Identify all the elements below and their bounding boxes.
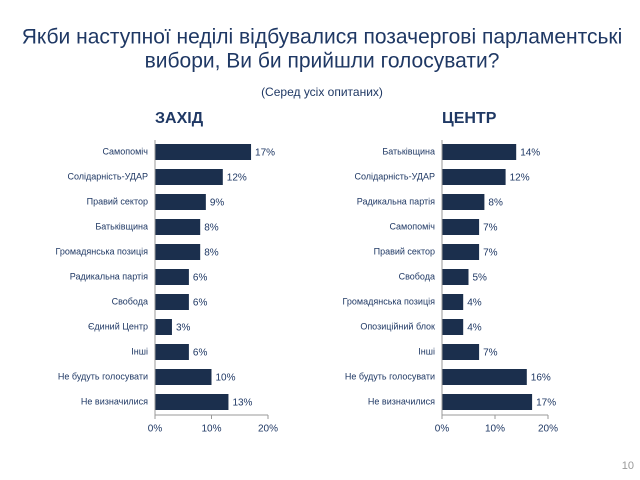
category-label: Не будуть голосувати [58, 371, 148, 381]
x-tick-label: 20% [258, 424, 278, 435]
category-label: Громадянська позиція [343, 296, 436, 306]
category-label: Опозиційний блок [360, 321, 435, 331]
bar [442, 144, 517, 160]
bar [155, 269, 189, 285]
value-label: 10% [216, 373, 236, 384]
bar [155, 294, 189, 310]
bar [442, 194, 485, 210]
category-label: Інші [418, 346, 435, 356]
value-label: 7% [483, 223, 498, 234]
category-label: Свобода [399, 271, 435, 281]
value-label: 4% [467, 298, 482, 309]
value-label: 6% [193, 298, 208, 309]
category-label: Єдиний Центр [88, 321, 148, 331]
x-tick-label: 0% [148, 424, 163, 435]
value-label: 8% [488, 198, 503, 209]
category-label: Не визначилися [81, 396, 148, 406]
value-label: 7% [483, 248, 498, 259]
category-label: Солідарність-УДАР [354, 171, 435, 181]
value-label: 8% [204, 248, 219, 259]
value-label: 17% [255, 148, 275, 159]
category-label: Самопоміч [102, 146, 148, 156]
bar [155, 169, 223, 185]
value-label: 14% [520, 148, 540, 159]
bar [155, 394, 229, 410]
bar [442, 394, 533, 410]
value-label: 12% [510, 173, 530, 184]
bar [155, 369, 212, 385]
category-label: Свобода [112, 296, 148, 306]
value-label: 8% [204, 223, 219, 234]
bar [155, 144, 252, 160]
bar [442, 369, 527, 385]
category-label: Радикальна партія [70, 271, 148, 281]
value-label: 3% [176, 323, 191, 334]
category-label: Інші [131, 346, 148, 356]
value-label: 9% [210, 198, 225, 209]
bar [442, 169, 506, 185]
bar [442, 344, 480, 360]
category-label: Правий сектор [374, 246, 435, 256]
chart-title: ЦЕНТР [442, 110, 497, 127]
value-label: 13% [232, 398, 252, 409]
bar [442, 269, 469, 285]
bar [155, 344, 189, 360]
bar [442, 219, 480, 235]
x-tick-label: 10% [201, 424, 221, 435]
category-label: Солідарність-УДАР [67, 171, 148, 181]
bar [155, 319, 172, 335]
category-label: Не будуть голосувати [345, 371, 435, 381]
category-label: Не визначилися [368, 396, 435, 406]
x-tick-label: 20% [538, 424, 558, 435]
value-label: 6% [193, 348, 208, 359]
value-label: 7% [483, 348, 498, 359]
value-label: 17% [536, 398, 556, 409]
page-number: 10 [622, 460, 634, 472]
category-label: Самопоміч [389, 221, 435, 231]
x-tick-label: 0% [435, 424, 450, 435]
x-tick-label: 10% [485, 424, 505, 435]
value-label: 6% [193, 273, 208, 284]
bar [155, 194, 206, 210]
value-label: 5% [473, 273, 488, 284]
category-label: Батьківщина [382, 146, 435, 156]
chart-title: ЗАХІД [155, 110, 204, 127]
bar [442, 244, 480, 260]
category-label: Громадянська позиція [56, 246, 149, 256]
subtitle: (Серед усіх опитаних) [261, 85, 383, 99]
value-label: 4% [467, 323, 482, 334]
value-label: 12% [227, 173, 247, 184]
category-label: Радикальна партія [357, 196, 435, 206]
bar [155, 219, 201, 235]
bar [442, 319, 464, 335]
category-label: Батьківщина [95, 221, 148, 231]
bar [155, 244, 201, 260]
slide-title: вибори, Ви би прийшли голосувати? [145, 50, 500, 73]
category-label: Правий сектор [87, 196, 148, 206]
value-label: 16% [531, 373, 551, 384]
bar [442, 294, 464, 310]
slide-title: Якби наступної неділі відбувалися позаче… [22, 26, 623, 49]
